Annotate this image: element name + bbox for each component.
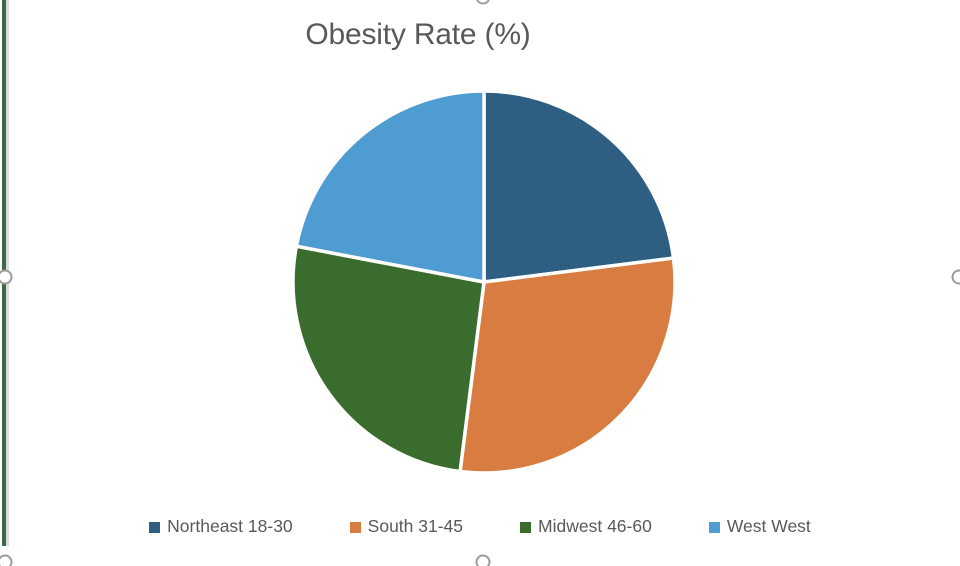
legend-label-west: West West: [726, 515, 811, 536]
legend-item-midwest[interactable]: Midwest 46-60: [520, 516, 652, 537]
legend-item-northeast[interactable]: Northeast 18-30: [149, 516, 293, 537]
selection-handle-right[interactable]: [951, 269, 960, 285]
pie-slice-south-31-45[interactable]: [458, 256, 677, 475]
pie-slice-northeast-18-30[interactable]: [482, 89, 676, 284]
pie-slice-midwest-46-60[interactable]: [291, 244, 486, 474]
legend-swatch-midwest: [520, 521, 532, 533]
legend-swatch-west: [708, 521, 720, 533]
selection-handle-bottom-left[interactable]: [0, 554, 13, 566]
chart-title[interactable]: Obesity Rate (%): [305, 18, 531, 51]
chart-legend: Northeast 18-30 South 31-45 Midwest 46-6…: [0, 513, 960, 539]
legend-swatch-south: [349, 521, 361, 533]
legend-item-south[interactable]: South 31-45: [349, 515, 464, 537]
selection-handle-bottom[interactable]: [475, 554, 491, 566]
legend-label-midwest: Midwest 46-60: [538, 515, 652, 536]
legend-label-south: South 31-45: [367, 515, 464, 536]
legend-swatch-northeast: [149, 521, 161, 533]
pie-slice-west-west[interactable]: [294, 89, 486, 284]
selection-handle-left[interactable]: [0, 269, 13, 285]
legend-item-west[interactable]: West West: [708, 515, 811, 537]
legend-label-northeast: Northeast 18-30: [167, 515, 293, 536]
